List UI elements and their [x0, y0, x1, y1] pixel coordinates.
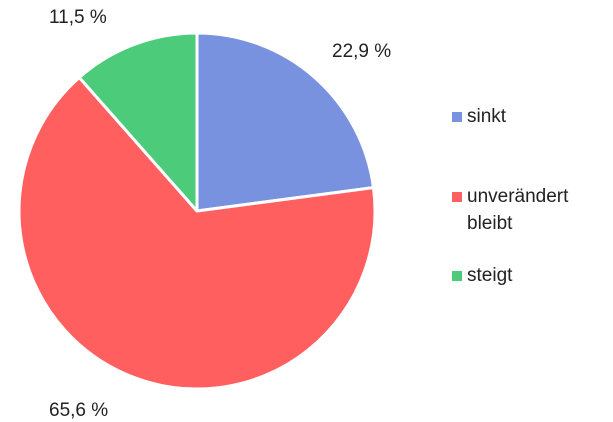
- legend-swatch-unveraendert-bleibt: [452, 192, 462, 202]
- pie-slice-sinkt: [195, 31, 375, 213]
- legend-label-steigt: steigt: [467, 265, 513, 286]
- legend-swatch-sinkt: [452, 112, 462, 122]
- pie-slice-unveraendert-bleibt: [17, 75, 377, 391]
- legend-swatch-steigt: [452, 271, 462, 281]
- data-label-sinkt: 22,9 %: [332, 41, 392, 62]
- data-label-steigt: 11,5 %: [49, 7, 107, 28]
- legend-label-sinkt: sinkt: [467, 106, 507, 127]
- data-label-unveraendert-bleibt: 65,6 %: [49, 400, 109, 421]
- legend-label-unveraendert-bleibt: unverändert bleibt: [467, 186, 569, 234]
- pie-slices: [17, 31, 377, 391]
- pie-slice-steigt: [77, 31, 199, 213]
